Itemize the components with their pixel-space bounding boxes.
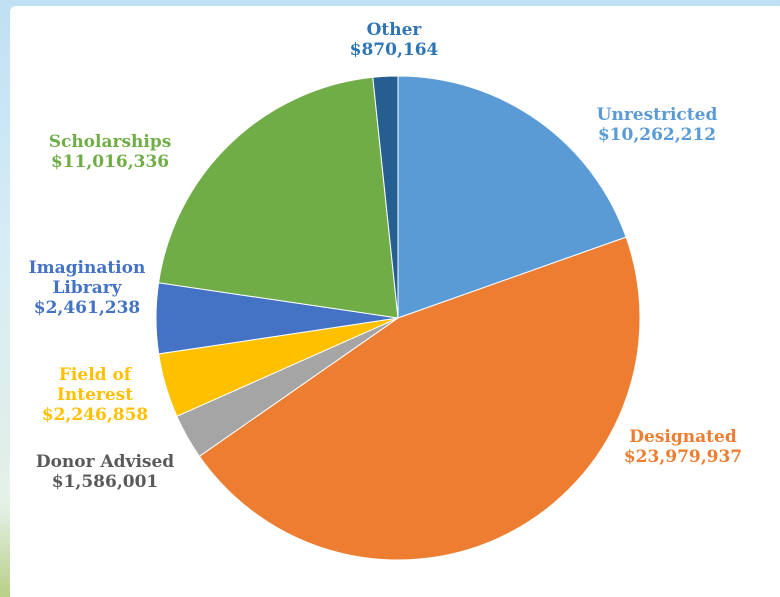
slice-label: Unrestricted $10,262,212: [557, 105, 757, 145]
slice-label: Donor Advised $1,586,001: [5, 452, 205, 492]
pie-slice: [158, 76, 399, 319]
category-label: Other: [366, 20, 422, 40]
category-label: Scholarships: [48, 132, 172, 152]
slice-label: Other $870,164: [294, 20, 494, 60]
value-label: $11,016,336: [50, 152, 170, 172]
value-label: $23,979,937: [623, 447, 743, 467]
category-label: Unrestricted: [596, 105, 718, 125]
slice-label: Imagination Library $2,461,238: [17, 258, 157, 318]
value-label: $2,246,858: [41, 405, 149, 425]
value-label: $10,262,212: [597, 125, 717, 145]
category-label: Field of Interest: [56, 365, 134, 405]
pie-slice: [397, 75, 627, 319]
category-label: Imagination Library: [28, 258, 146, 298]
pie-slice: [198, 236, 641, 561]
category-label: Designated: [629, 427, 737, 447]
category-label: Donor Advised: [35, 452, 175, 472]
slice-label: Designated $23,979,937: [583, 427, 780, 467]
pie-slice: [372, 75, 399, 319]
slice-label: Scholarships $11,016,336: [10, 132, 210, 172]
slice-label: Field of Interest $2,246,858: [40, 365, 150, 425]
value-label: $2,461,238: [33, 298, 141, 318]
value-label: $870,164: [349, 40, 439, 60]
value-label: $1,586,001: [51, 472, 159, 492]
